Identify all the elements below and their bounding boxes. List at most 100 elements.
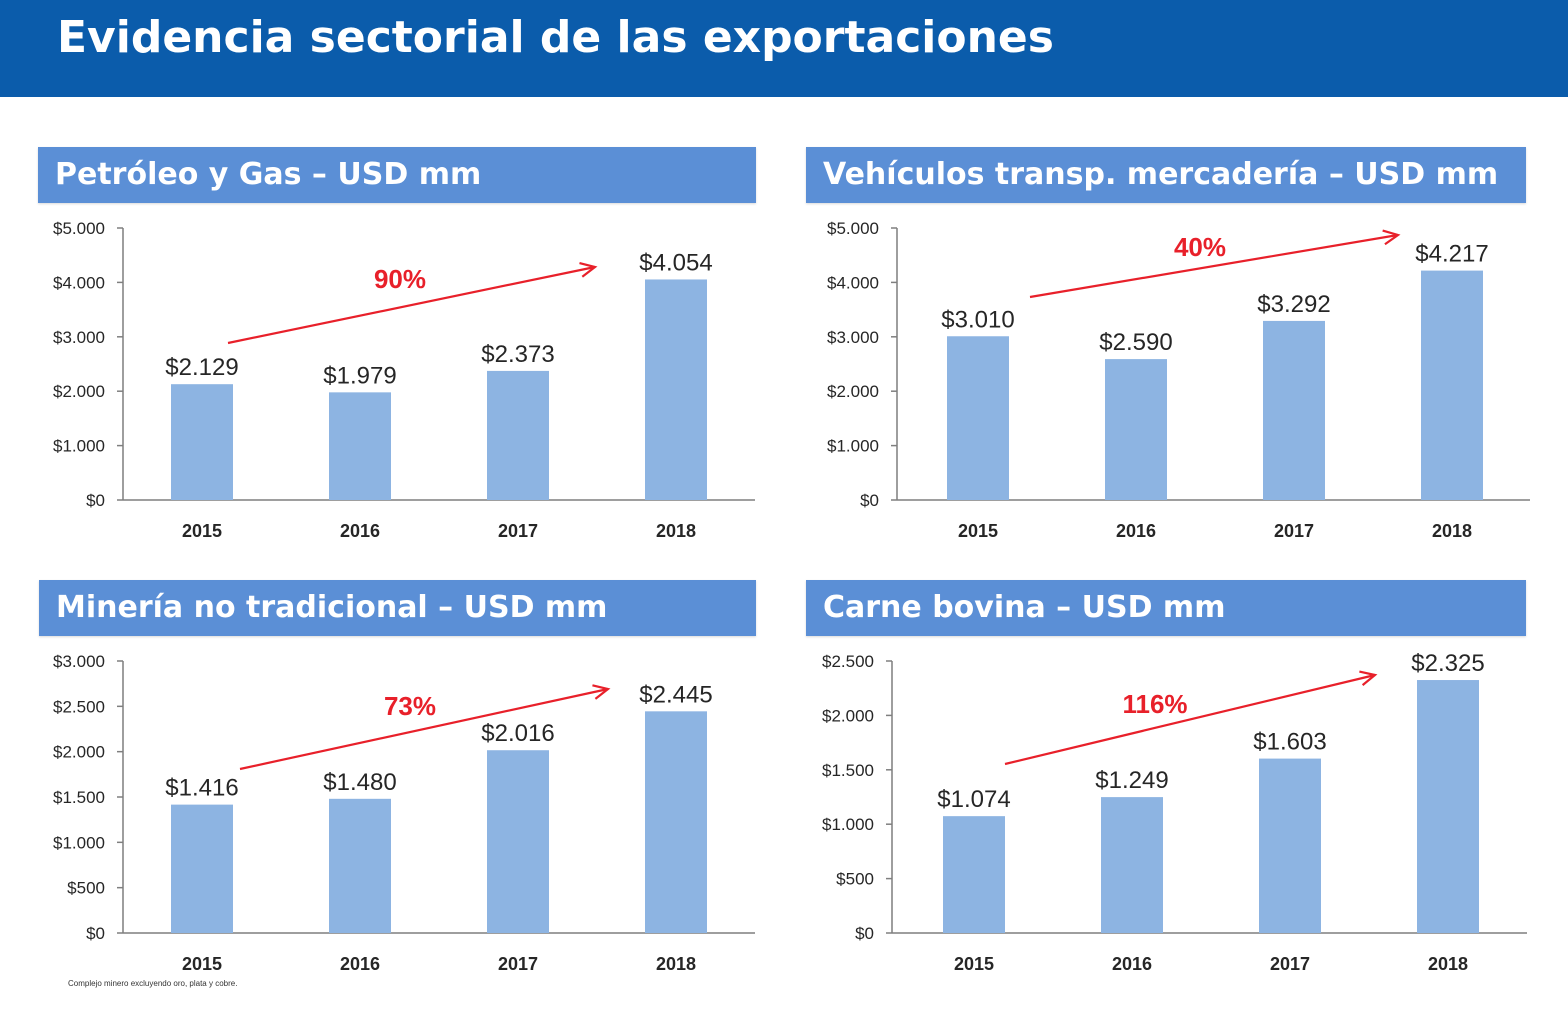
growth-label: 40%	[1174, 232, 1226, 262]
y-tick-label: $500	[67, 879, 105, 898]
chart-carne-bovina: $0 $500 $1.000 $1.500 $2.000 $2.500 $1.074 2015…	[822, 650, 1527, 974]
panel-header-carne: Carne bovina – USD mm	[806, 580, 1526, 636]
chart-mineria: $0 $500 $1.000 $1.500 $2.000 $2.500 $3.000 $1.4…	[53, 652, 755, 974]
bar-2015	[943, 816, 1005, 933]
data-label: $2.445	[639, 681, 712, 708]
y-tick-label: $1.500	[822, 761, 874, 780]
category-label: 2017	[498, 521, 538, 541]
bar-2015	[947, 336, 1009, 500]
y-tick-label: $2.000	[822, 706, 874, 725]
chart-title-carne: Carne bovina – USD mm	[823, 590, 1226, 625]
growth-label: 90%	[374, 264, 426, 294]
bar-2018	[1417, 680, 1479, 933]
data-label: $2.373	[481, 341, 554, 368]
category-label: 2018	[656, 521, 696, 541]
y-tick-label: $3.000	[53, 652, 105, 671]
data-label: $1.603	[1253, 729, 1326, 756]
category-label: 2015	[182, 954, 222, 974]
panel-header-mineria: Minería no tradicional – USD mm	[39, 580, 756, 636]
data-label: $3.010	[941, 306, 1014, 333]
bar-2017	[1259, 758, 1321, 933]
data-label: $1.979	[323, 362, 396, 389]
y-tick-label: $1.000	[822, 815, 874, 834]
category-label: 2015	[182, 521, 222, 541]
category-label: 2017	[1270, 954, 1310, 974]
data-label: $1.480	[323, 769, 396, 796]
y-tick-label: $0	[855, 924, 874, 943]
y-tick-label: $1.000	[53, 833, 105, 852]
panel-header-vehiculos: Vehículos transp. mercadería – USD mm	[806, 147, 1526, 203]
y-tick-label: $500	[836, 870, 874, 889]
y-tick-label: $5.000	[827, 219, 879, 238]
bar-2015	[171, 804, 233, 933]
bar-2017	[487, 370, 549, 500]
category-label: 2015	[958, 521, 998, 541]
category-label: 2018	[1432, 521, 1472, 541]
category-label: 2016	[1116, 521, 1156, 541]
bar-2018	[1421, 270, 1483, 500]
growth-arrow-head	[592, 684, 611, 700]
panel-header-petroleo: Petróleo y Gas – USD mm	[38, 147, 756, 203]
data-label: $4.054	[639, 249, 712, 276]
y-tick-label: $3.000	[53, 328, 105, 347]
y-tick-label: $2.500	[822, 652, 874, 671]
y-tick-label: $1.000	[827, 437, 879, 456]
bar-2016	[329, 392, 391, 500]
y-tick-label: $5.000	[53, 219, 105, 238]
footnote: Complejo minero excluyendo oro, plata y …	[68, 979, 238, 988]
y-tick-label: $0	[860, 491, 879, 510]
chart-petroleo-gas: $0 $1.000 $2.000 $3.000 $4.000 $5.000 $2.129 20…	[53, 219, 755, 541]
category-label: 2015	[954, 954, 994, 974]
y-tick-label: $0	[86, 491, 105, 510]
data-label: $1.074	[937, 786, 1010, 813]
y-tick-label: $4.000	[53, 273, 105, 292]
bar-2016	[329, 798, 391, 933]
chart-title-vehiculos: Vehículos transp. mercadería – USD mm	[823, 157, 1499, 192]
title-band: Evidencia sectorial de las exportaciones	[0, 0, 1568, 97]
category-label: 2018	[656, 954, 696, 974]
chart-title-petroleo: Petróleo y Gas – USD mm	[55, 157, 482, 192]
growth-label: 73%	[384, 691, 436, 721]
category-label: 2016	[1112, 954, 1152, 974]
category-label: 2018	[1428, 954, 1468, 974]
bar-2018	[645, 279, 707, 500]
category-label: 2017	[498, 954, 538, 974]
growth-arrow-line	[227, 265, 596, 345]
category-label: 2016	[340, 954, 380, 974]
data-label: $4.217	[1415, 241, 1488, 268]
growth-arrow-line	[1029, 233, 1399, 299]
data-label: $2.590	[1099, 329, 1172, 356]
y-tick-label: $0	[86, 924, 105, 943]
bar-2016	[1105, 359, 1167, 500]
growth-arrow-head	[579, 262, 598, 278]
y-tick-label: $1.500	[53, 788, 105, 807]
chart-title-mineria: Minería no tradicional – USD mm	[56, 590, 608, 625]
bar-2015	[171, 384, 233, 500]
chart-vehiculos: $0 $1.000 $2.000 $3.000 $4.000 $5.000 $3.010 20…	[827, 219, 1530, 541]
data-label: $2.325	[1411, 650, 1484, 677]
growth-arrow-head	[1359, 670, 1378, 686]
bar-2016	[1101, 797, 1163, 933]
y-tick-label: $3.000	[827, 328, 879, 347]
y-tick-label: $2.000	[53, 743, 105, 762]
data-label: $1.416	[165, 775, 238, 802]
data-label: $1.249	[1095, 767, 1168, 794]
y-tick-label: $1.000	[53, 437, 105, 456]
data-label: $2.016	[481, 720, 554, 747]
y-tick-label: $2.000	[827, 382, 879, 401]
growth-arrow-head	[1382, 229, 1401, 246]
y-tick-label: $2.500	[53, 697, 105, 716]
y-tick-label: $2.000	[53, 382, 105, 401]
y-tick-label: $4.000	[827, 273, 879, 292]
category-label: 2016	[340, 521, 380, 541]
page-title: Evidencia sectorial de las exportaciones	[57, 12, 1054, 63]
growth-arrow-line	[239, 687, 609, 771]
data-label: $2.129	[165, 354, 238, 381]
data-label: $3.292	[1257, 291, 1330, 318]
bar-2018	[645, 711, 707, 933]
growth-arrow-line	[1004, 673, 1376, 766]
category-label: 2017	[1274, 521, 1314, 541]
bar-2017	[1263, 320, 1325, 500]
growth-label: 116%	[1122, 689, 1187, 719]
bar-2017	[487, 750, 549, 933]
